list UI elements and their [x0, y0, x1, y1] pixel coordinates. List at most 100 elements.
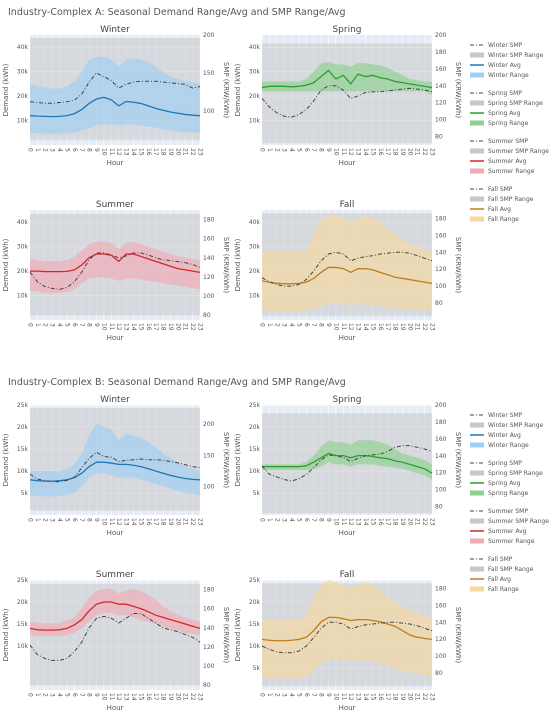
x-tick-label: 11 [108, 518, 115, 526]
x-tick-label: 12 [115, 148, 122, 156]
legend-item: Fall SMP Range [470, 196, 534, 203]
x-tick-label: 8 [86, 693, 93, 697]
y2-axis-label: SMP (KRW/kWh) [222, 237, 230, 294]
x-tick-label: 3 [49, 518, 56, 522]
x-tick-label: 19 [167, 693, 174, 701]
legend-item: Winter Avg [470, 432, 521, 439]
y-tick-label: 15k [249, 446, 261, 453]
x-tick-label: 20 [174, 518, 181, 526]
y2-tick-label: 150 [203, 452, 215, 459]
legend-label: Spring SMP Range [488, 470, 543, 477]
x-tick-label: 22 [189, 518, 196, 526]
x-tick-label: 22 [189, 693, 196, 701]
y2-tick-label: 140 [203, 625, 215, 632]
x-tick-label: 9 [325, 323, 332, 327]
legend-swatch-range [470, 490, 484, 496]
x-tick-label: 19 [399, 148, 406, 156]
y-tick-label: 5k [21, 490, 29, 497]
x-tick-label: 10 [332, 148, 339, 156]
x-tick-label: 15 [137, 693, 144, 701]
y2-axis-label: SMP (KRW/kWh) [222, 432, 230, 489]
x-tick-label: 13 [355, 518, 362, 526]
y2-tick-label: 100 [435, 487, 447, 494]
x-axis-label: Hour [107, 704, 124, 712]
legend-item: Winter SMP Range [470, 422, 544, 429]
x-tick-label: 17 [384, 323, 391, 331]
legend-item: Summer Avg [470, 158, 527, 165]
subplot-title: Spring [332, 395, 361, 405]
legend-label: Spring SMP [488, 90, 522, 97]
y-axis-label: Demand (kWh) [2, 608, 10, 661]
smp-avg-line [29, 72, 201, 104]
demand-range-band [30, 241, 200, 294]
y2-tick-label: 80 [435, 504, 443, 511]
x-tick-label: 14 [362, 518, 369, 526]
x-tick-label: 20 [406, 323, 413, 331]
y-tick-label: 20k [17, 268, 29, 275]
x-tick-label: 9 [325, 693, 332, 697]
y-tick-label: 30k [17, 69, 29, 76]
legend-swatch-smp-range [470, 470, 484, 476]
x-tick-label: 8 [318, 693, 325, 697]
x-axis-label: Hour [339, 529, 356, 537]
legend-label: Winter Range [488, 442, 529, 449]
x-tick-label: 21 [414, 693, 421, 701]
x-tick-label: 4 [288, 323, 295, 327]
y2-tick-label: 160 [435, 436, 447, 443]
legend-label: Fall SMP [488, 556, 513, 563]
x-tick-label: 16 [377, 693, 384, 701]
x-tick-label: 4 [56, 323, 63, 327]
x-tick-label: 4 [288, 148, 295, 152]
x-tick-label: 13 [355, 148, 362, 156]
x-tick-label: 4 [288, 693, 295, 697]
legend-label: Fall Avg [488, 206, 511, 213]
y-tick-label: 20k [17, 93, 29, 100]
y-tick-label: 10k [249, 118, 261, 125]
x-tick-label: 0 [27, 323, 34, 327]
subplot-spring: Spring5k10k15k20k25k80100120140160180200… [234, 395, 462, 537]
x-tick-label: 0 [259, 693, 266, 697]
x-tick-label: 13 [123, 323, 130, 331]
x-tick-label: 14 [130, 323, 137, 331]
x-tick-label: 17 [152, 148, 159, 156]
x-tick-label: 12 [347, 148, 354, 156]
legend-label: Fall SMP Range [488, 196, 534, 203]
y-tick-label: 20k [249, 599, 261, 606]
y2-tick-label: 100 [435, 283, 447, 290]
x-tick-label: 21 [182, 148, 189, 156]
legend-label: Winter Avg [488, 62, 521, 69]
demand-avg-line [29, 461, 201, 482]
x-tick-label: 3 [281, 323, 288, 327]
y-tick-label: 10k [17, 643, 29, 650]
demand-avg-line [261, 69, 433, 89]
x-tick-label: 18 [392, 518, 399, 526]
x-tick-label: 20 [174, 323, 181, 331]
y2-tick-label: 120 [203, 644, 215, 651]
x-tick-label: 0 [27, 693, 34, 697]
y2-tick-label: 180 [435, 49, 447, 56]
x-tick-label: 1 [266, 518, 273, 522]
y-tick-label: 40k [249, 219, 261, 226]
x-tick-label: 4 [56, 148, 63, 152]
x-tick-label: 15 [369, 323, 376, 331]
x-tick-label: 12 [115, 693, 122, 701]
x-tick-label: 11 [340, 518, 347, 526]
x-axis-label: Hour [339, 334, 356, 342]
y2-tick-label: 100 [435, 117, 447, 124]
demand-range-band [262, 61, 432, 95]
x-tick-label: 2 [273, 518, 280, 522]
x-tick-label: 9 [93, 693, 100, 697]
y2-tick-label: 160 [203, 606, 215, 613]
x-tick-label: 20 [406, 693, 413, 701]
x-tick-label: 18 [160, 518, 167, 526]
y-tick-label: 15k [17, 446, 29, 453]
x-tick-label: 0 [27, 148, 34, 152]
x-tick-label: 2 [41, 518, 48, 522]
x-tick-label: 7 [78, 323, 85, 327]
x-tick-label: 9 [325, 148, 332, 152]
x-tick-label: 16 [145, 148, 152, 156]
x-tick-label: 8 [86, 148, 93, 152]
legend-item: Fall SMP Range [470, 566, 534, 573]
